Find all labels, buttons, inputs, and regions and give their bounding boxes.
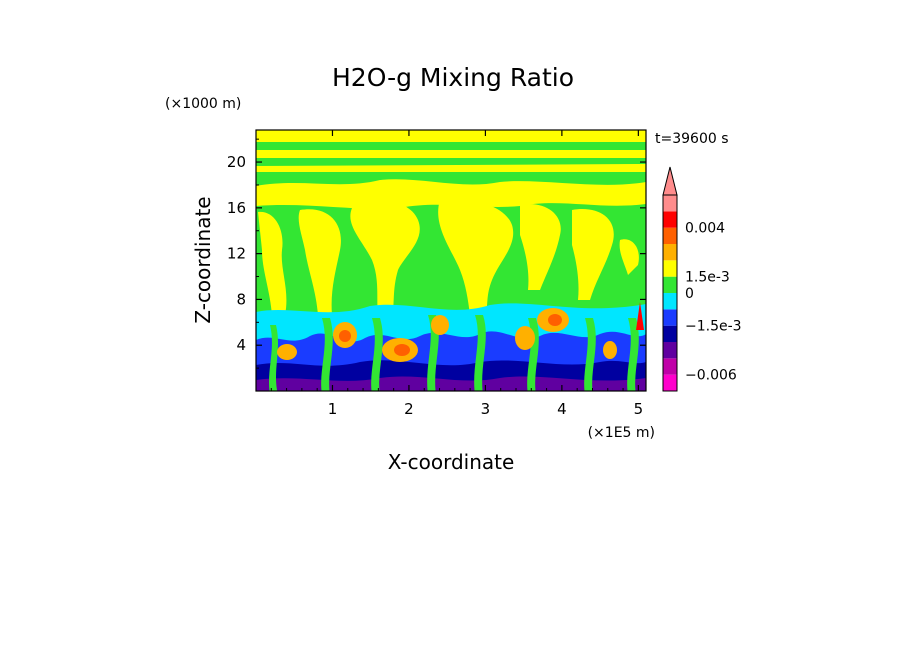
streak-5 xyxy=(474,315,486,391)
blob-8 xyxy=(636,302,644,330)
colorbar-label: 0 xyxy=(685,286,694,302)
colorbar-label: 1.5e-3 xyxy=(685,270,730,286)
colorbar-band xyxy=(663,293,677,310)
colorbar: 0.004 1.5e-30 −1.5e-3 −0.006 xyxy=(662,166,742,392)
x-axis: 1 2 3 4 5 xyxy=(270,130,644,418)
x-tick-label: 5 xyxy=(634,400,644,418)
colorbar-band xyxy=(663,260,677,277)
x-axis-title: X-coordinate xyxy=(388,450,515,474)
y-tick-label: 16 xyxy=(227,199,246,217)
y-tick-label: 20 xyxy=(227,153,246,171)
colorbar-band xyxy=(663,244,677,261)
streak-4 xyxy=(427,315,439,391)
streak-3 xyxy=(371,318,383,391)
plume-2 xyxy=(298,209,341,315)
plume-6 xyxy=(572,209,614,300)
blob-4 xyxy=(431,315,449,335)
colorbar-band xyxy=(663,195,677,212)
plume-4 xyxy=(438,199,514,315)
streak-7 xyxy=(584,318,596,391)
time-label: t=39600 s xyxy=(655,131,729,147)
y-unit-label: (×1000 m) xyxy=(165,96,241,112)
y-axis-title: Z-coordinate xyxy=(191,196,215,323)
band-c xyxy=(256,179,646,209)
band-b xyxy=(256,164,646,172)
x-tick-label: 1 xyxy=(328,400,338,418)
heatmap-plot-area xyxy=(255,129,647,392)
colorbar-label: −1.5e-3 xyxy=(685,319,742,335)
colorbar-band xyxy=(663,358,677,375)
streak-8 xyxy=(627,318,639,391)
chart-title: H2O-g Mixing Ratio xyxy=(332,63,574,92)
blob-5 xyxy=(515,326,535,350)
blob-3-core xyxy=(394,344,410,356)
colorbar-band xyxy=(663,211,677,228)
streak-2 xyxy=(321,318,333,391)
blob-1 xyxy=(277,344,297,360)
x-tick-label: 2 xyxy=(404,400,414,418)
x-tick-label: 3 xyxy=(481,400,491,418)
blob-7 xyxy=(603,341,617,359)
y-tick-label: 8 xyxy=(236,290,246,308)
plot-frame xyxy=(255,129,647,392)
blob-6-core xyxy=(548,314,562,326)
plume-5 xyxy=(520,204,561,290)
colorbar-band xyxy=(663,309,677,326)
streak-1 xyxy=(269,325,278,391)
plume-3 xyxy=(350,201,420,315)
colorbar-band xyxy=(663,374,677,391)
colorbar-band xyxy=(663,276,677,293)
x-unit-label: (×1E5 m) xyxy=(588,425,655,441)
plume-1 xyxy=(258,211,287,315)
band-a xyxy=(256,150,646,158)
colorbar-frame xyxy=(662,194,678,392)
purple-layer xyxy=(256,376,646,391)
plume-7 xyxy=(619,239,639,275)
colorbar-extension xyxy=(662,166,678,196)
y-tick-label: 4 xyxy=(236,336,246,354)
colorbar-label: 0.004 xyxy=(685,221,725,237)
y-tick-label: 12 xyxy=(227,245,246,263)
x-tick-label: 4 xyxy=(557,400,567,418)
streak-6 xyxy=(527,318,539,391)
heatmap-field xyxy=(256,130,646,391)
top-band-moist xyxy=(256,130,646,142)
blob-2-core xyxy=(339,330,351,342)
colorbar-label: −0.006 xyxy=(685,368,737,384)
colorbar-band xyxy=(663,227,677,244)
colorbar-band xyxy=(663,342,677,359)
y-axis: 4 8 12 16 20 xyxy=(227,138,646,369)
colorbar-band xyxy=(663,325,677,342)
